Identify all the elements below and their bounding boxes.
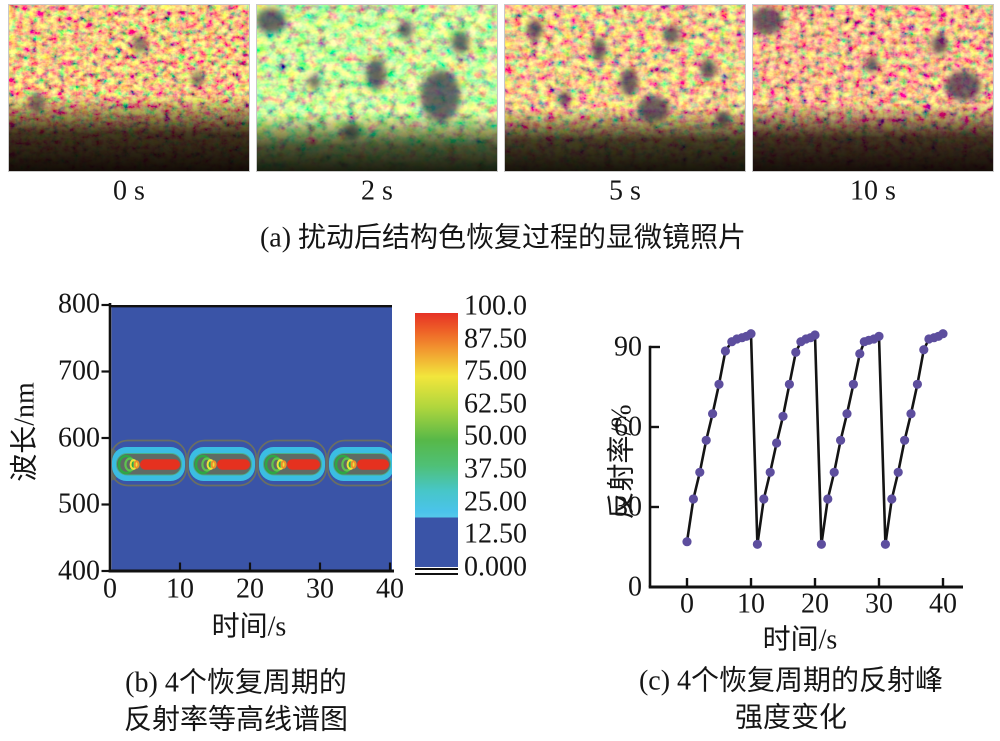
b-ytick-800: 800 <box>58 288 100 320</box>
b-x-axis-label: 时间/s <box>211 611 287 643</box>
c-xtick-40: 40 <box>929 588 957 620</box>
contour-plot-background <box>111 305 392 571</box>
contour-plot <box>101 303 394 573</box>
b-y-ticks <box>101 303 110 573</box>
micrograph-0s-image <box>9 5 249 171</box>
micrograph-10s <box>752 4 994 172</box>
c-xtick-20: 20 <box>801 588 829 620</box>
b-xtick-10: 10 <box>166 573 194 605</box>
colorbar-label-62.5: 62.50 <box>464 388 527 420</box>
colorbar-label-87.5: 87.50 <box>464 323 527 355</box>
micrograph-5s-image <box>505 5 745 171</box>
micrograph-row <box>8 4 994 172</box>
micrograph-10s-image <box>753 5 993 171</box>
dark-blob-group <box>753 6 982 101</box>
caption-c-line1: (c) 4个恢复周期的反射峰 <box>638 665 944 697</box>
c-ytick-90: 90 <box>614 331 642 363</box>
contour-band <box>111 439 392 487</box>
time-label-0s: 0 s <box>113 175 145 207</box>
colorbar-label-37.5: 37.50 <box>464 453 527 485</box>
caption-b-line2: 反射率等高线谱图 <box>123 704 349 736</box>
b-xtick-40: 40 <box>376 573 404 605</box>
c-x-ticks <box>685 578 945 587</box>
b-ytick-700: 700 <box>58 355 100 387</box>
colorbar-label-0: 0.000 <box>464 551 527 583</box>
caption-c-line2: 强度变化 <box>734 702 848 734</box>
b-xtick-0: 0 <box>103 573 117 605</box>
reflectance-plot <box>648 329 963 589</box>
colorbar-label-50: 50.00 <box>464 420 527 452</box>
colorbar-label-12.5: 12.50 <box>464 518 527 550</box>
colorbar-underline-1 <box>415 568 458 570</box>
time-label-5s: 5 s <box>609 175 641 207</box>
micrograph-0s <box>8 4 250 172</box>
colorbar <box>415 313 458 567</box>
b-xtick-20: 20 <box>236 573 264 605</box>
c-x-axis-label: 时间/s <box>762 624 838 656</box>
colorbar-label-75: 75.00 <box>464 355 527 387</box>
colorbar-label-100: 100.0 <box>464 290 527 322</box>
b-ytick-600: 600 <box>58 422 100 454</box>
caption-b-line1: (b) 4个恢复周期的 <box>125 667 347 699</box>
c-y-ticks <box>650 345 660 509</box>
micrograph-2s-image <box>257 5 497 171</box>
c-xtick-0: 0 <box>680 588 694 620</box>
c-ytick-60: 60 <box>614 411 642 443</box>
reflectance-series <box>682 329 948 549</box>
b-xtick-30: 30 <box>306 573 334 605</box>
colorbar-underline-2 <box>415 572 458 575</box>
time-label-2s: 2 s <box>361 175 393 207</box>
c-ytick-0: 0 <box>628 571 642 603</box>
c-xtick-10: 10 <box>737 588 765 620</box>
colorbar-label-25: 25.00 <box>464 486 527 518</box>
micrograph-5s <box>504 4 746 172</box>
b-ytick-500: 500 <box>58 488 100 520</box>
time-label-10s: 10 s <box>850 175 896 207</box>
c-xtick-30: 30 <box>865 588 893 620</box>
micrograph-2s <box>256 4 498 172</box>
b-ytick-400: 400 <box>58 555 100 587</box>
caption-a: (a) 扰动后结构色恢复过程的显微镜照片 <box>259 222 747 254</box>
c-ytick-30: 30 <box>614 491 642 523</box>
b-x-ticks <box>178 562 392 571</box>
